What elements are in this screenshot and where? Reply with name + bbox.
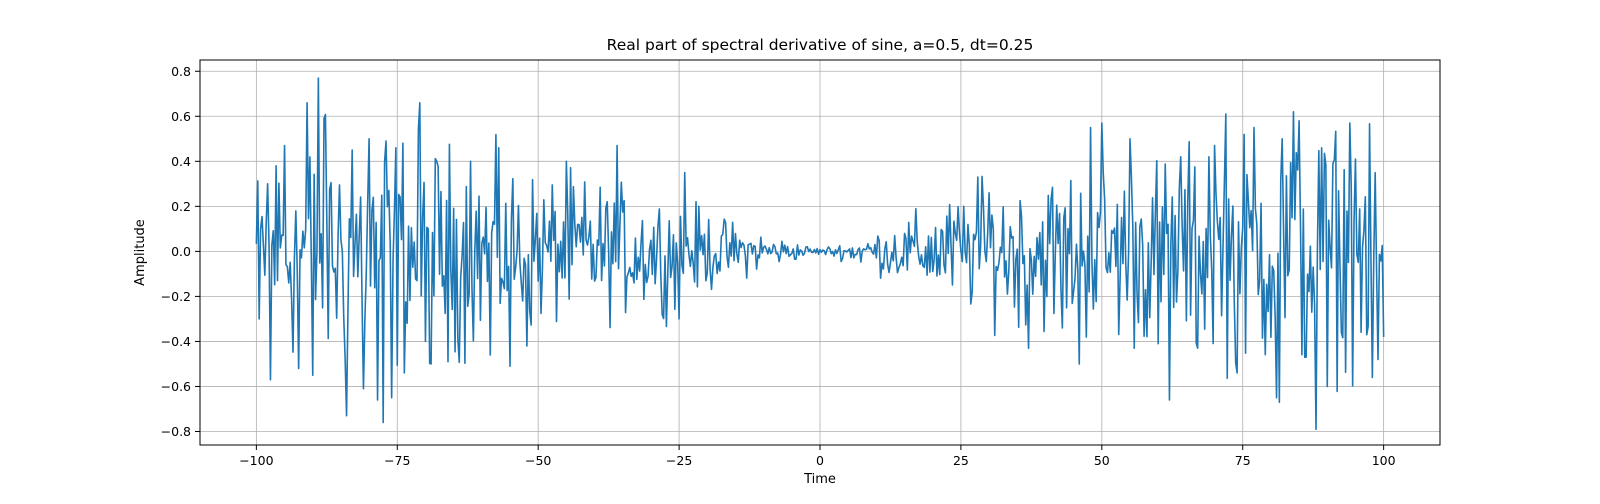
- x-tick-label: 75: [1235, 453, 1251, 468]
- x-tick-label: −50: [525, 453, 551, 468]
- y-tick-label: 0.4: [171, 154, 191, 169]
- x-tick-label: 100: [1372, 453, 1396, 468]
- x-tick-label: −25: [666, 453, 692, 468]
- axis-ticks: −100 −75 −50 −25 0 25 50 75 100 −0.8 −0.6 −0.4 −0.2 0…: [161, 64, 1396, 468]
- x-tick-label: 50: [1094, 453, 1110, 468]
- series-line: [255, 77, 1385, 431]
- chart-title: Real part of spectral derivative of sine…: [607, 36, 1034, 54]
- x-axis-label: Time: [803, 472, 836, 487]
- series-layer: [255, 77, 1385, 431]
- x-tick-label: 0: [816, 453, 824, 468]
- y-tick-label: −0.6: [161, 379, 191, 394]
- y-tick-label: 0.2: [171, 199, 191, 214]
- y-tick-label: 0.0: [171, 244, 191, 259]
- y-axis-label: Amplitude: [133, 219, 148, 286]
- x-tick-label: −75: [384, 453, 410, 468]
- y-tick-label: −0.4: [161, 334, 191, 349]
- x-tick-label: −100: [239, 453, 273, 468]
- y-tick-label: 0.6: [171, 109, 191, 124]
- y-tick-label: −0.2: [161, 289, 191, 304]
- x-tick-label: 25: [953, 453, 969, 468]
- y-tick-label: −0.8: [161, 424, 191, 439]
- y-tick-label: 0.8: [171, 64, 191, 79]
